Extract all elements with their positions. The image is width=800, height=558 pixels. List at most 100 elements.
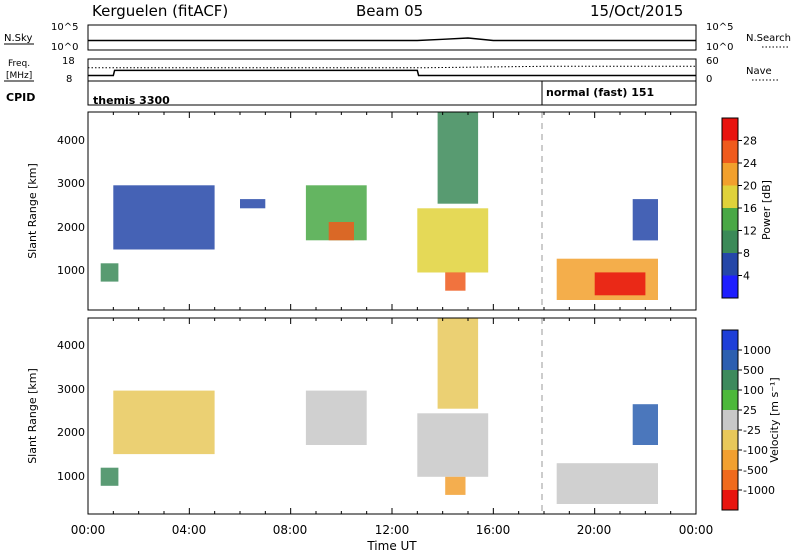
power-ytick-1000: 1000	[57, 264, 85, 277]
power-ytick-2000: 2000	[57, 221, 85, 234]
date-title: 15/Oct/2015	[590, 2, 683, 20]
freq-label: Freq.	[8, 59, 30, 69]
velocity-colorbar-tick-label-6: -500	[743, 464, 768, 477]
power-colorbar-swatch-3	[722, 208, 738, 231]
power-cell-10	[632, 199, 658, 241]
cpid-segment-1: themis 3300	[93, 94, 170, 107]
velocity-ytick-3000: 3000	[57, 383, 85, 396]
power-colorbar-swatch-5	[722, 163, 738, 186]
power-colorbar-swatch-4	[722, 185, 738, 208]
nsky-series-line	[88, 37, 696, 42]
velocity-heatmap	[100, 318, 658, 504]
x-tick-2: 08:00	[273, 523, 308, 537]
power-colorbar-swatch-7	[722, 118, 738, 141]
velocity-cell-0	[100, 467, 119, 486]
nave-tick-top: 60	[706, 56, 719, 67]
velocity-colorbar-tick-label-3: 25	[743, 404, 757, 417]
velocity-colorbar-swatch-7	[722, 470, 738, 490]
velocity-ytick-4000: 4000	[57, 339, 85, 352]
velocity-panel: 1000 2000 3000 4000 Slant Range [km]	[26, 317, 697, 515]
x-tick-6: 00:00	[679, 523, 714, 537]
velocity-cell-1	[113, 390, 215, 455]
power-cell-5	[417, 208, 489, 273]
x-axis-label: Time UT	[366, 539, 417, 553]
power-colorbar-tick-label-6: 28	[743, 135, 757, 148]
nave-series-line	[88, 65, 696, 69]
power-colorbar-tick-label-4: 20	[743, 180, 757, 193]
power-cell-6	[445, 272, 466, 291]
velocity-colorbar-swatch-0	[722, 330, 738, 350]
velocity-colorbar	[722, 330, 738, 510]
nave-label: Nave	[746, 66, 772, 77]
nsky-label: N.Sky	[4, 33, 32, 44]
x-tick-5: 20:00	[577, 523, 612, 537]
velocity-colorbar-swatch-2	[722, 370, 738, 390]
power-colorbar-tick-label-1: 8	[743, 247, 750, 260]
power-colorbar-tick-label-5: 24	[743, 157, 757, 170]
freq-unit-label: [MHz]	[6, 71, 32, 81]
velocity-colorbar-frame	[721, 329, 739, 511]
power-cell-4	[328, 222, 354, 241]
x-tick-3: 12:00	[375, 523, 410, 537]
velocity-cell-4	[445, 476, 466, 495]
nsearch-tick-bottom: 10^0	[706, 42, 733, 53]
velocity-colorbar-tick-label-0: 1000	[743, 344, 771, 357]
power-colorbar-swatch-0	[722, 275, 738, 298]
velocity-colorbar-tick-label-7: -1000	[743, 484, 775, 497]
power-colorbar-swatch-2	[722, 230, 738, 253]
power-ylabel: Slant Range [km]	[26, 163, 39, 259]
power-cell-2	[240, 199, 266, 209]
nsky-tick-bottom: 10^0	[51, 42, 78, 53]
velocity-cell-7	[632, 404, 658, 445]
beam-title: Beam 05	[356, 2, 423, 20]
power-ytick-4000: 4000	[57, 134, 85, 147]
cpid-frame	[87, 80, 697, 106]
velocity-colorbar-label: Velocity [m s⁻¹]	[768, 377, 781, 462]
velocity-colorbar-tick-label-4: -25	[743, 424, 761, 437]
x-axis-ticks	[87, 112, 697, 514]
velocity-colorbar-swatch-6	[722, 450, 738, 470]
velocity-colorbar-swatch-3	[722, 390, 738, 410]
freq-tick-bottom: 8	[66, 74, 72, 85]
power-ytick-3000: 3000	[57, 177, 85, 190]
nsky-tick-top: 10^5	[51, 22, 78, 33]
velocity-cell-5	[437, 318, 479, 409]
power-cell-9	[594, 272, 646, 296]
nsky-frame	[87, 24, 697, 51]
velocity-ytick-2000: 2000	[57, 426, 85, 439]
x-tick-0: 00:00	[71, 523, 106, 537]
power-colorbar-ticks: 4 8 12 16 20 24 28	[738, 135, 757, 283]
freq-tick-top: 18	[62, 56, 75, 67]
power-heatmap	[100, 112, 658, 300]
velocity-colorbar-swatch-4	[722, 410, 738, 430]
x-tick-4: 16:00	[476, 523, 511, 537]
nsearch-label: N.Search	[746, 33, 791, 44]
power-colorbar-tick-label-3: 16	[743, 202, 757, 215]
velocity-ylabel: Slant Range [km]	[26, 368, 39, 464]
velocity-colorbar-swatch-1	[722, 350, 738, 370]
velocity-cell-2	[305, 390, 367, 445]
velocity-colorbar-tick-label-5: -100	[743, 444, 768, 457]
power-colorbar-tick-label-2: 12	[743, 225, 757, 238]
cpid-label: CPID	[6, 91, 35, 104]
nsearch-tick-top: 10^5	[706, 22, 733, 33]
velocity-colorbar-swatch-8	[722, 490, 738, 510]
power-colorbar-tick-label-0: 4	[743, 270, 750, 283]
velocity-ytick-1000: 1000	[57, 470, 85, 483]
power-colorbar-label: Power [dB]	[760, 180, 773, 240]
power-colorbar-swatch-6	[722, 140, 738, 163]
station-title: Kerguelen (fitACF)	[92, 2, 228, 20]
velocity-cell-6	[556, 463, 658, 504]
freq-series-line	[88, 69, 696, 77]
power-panel: 1000 2000 3000 4000 Slant Range [km]	[26, 111, 697, 311]
velocity-colorbar-swatch-5	[722, 430, 738, 450]
x-tick-1: 04:00	[172, 523, 207, 537]
nave-tick-bottom: 0	[706, 74, 712, 85]
power-cell-7	[437, 112, 479, 204]
cpid-segment-2: normal (fast) 151	[546, 86, 654, 99]
power-colorbar-swatch-1	[722, 253, 738, 276]
power-colorbar	[722, 118, 738, 298]
velocity-cell-3	[417, 413, 489, 477]
velocity-colorbar-tick-label-2: 100	[743, 384, 764, 397]
